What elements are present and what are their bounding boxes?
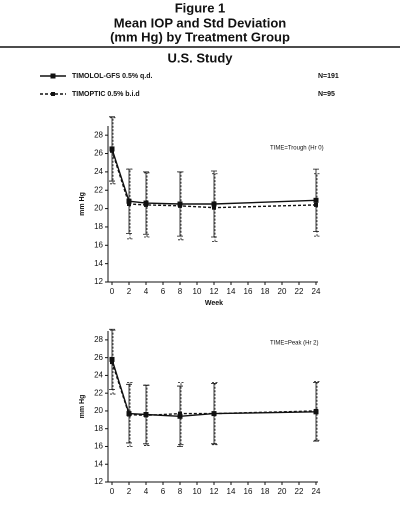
x-tick-label: 10 bbox=[193, 487, 202, 496]
x-tick-label: 22 bbox=[295, 287, 304, 296]
marker bbox=[212, 411, 216, 416]
y-tick-label: 24 bbox=[94, 167, 103, 176]
error-bar bbox=[314, 173, 320, 237]
figure-number: Figure 1 bbox=[175, 0, 226, 15]
y-tick-label: 22 bbox=[94, 185, 103, 194]
series-line bbox=[111, 150, 317, 209]
marker bbox=[109, 356, 115, 362]
error-bar bbox=[178, 382, 184, 446]
y-tick-label: 28 bbox=[94, 130, 103, 139]
x-tick-label: 12 bbox=[210, 287, 219, 296]
x-tick-label: 16 bbox=[244, 287, 253, 296]
x-tick-label: 24 bbox=[312, 487, 321, 496]
marker bbox=[212, 205, 216, 210]
marker bbox=[110, 360, 114, 365]
marker bbox=[126, 198, 132, 204]
y-tick-label: 20 bbox=[94, 406, 103, 415]
x-tick-label: 18 bbox=[261, 487, 270, 496]
marker bbox=[314, 202, 318, 207]
x-tick-label: 14 bbox=[227, 487, 236, 496]
x-tick-label: 10 bbox=[193, 287, 202, 296]
y-tick-label: 14 bbox=[94, 259, 103, 268]
x-tick-label: 20 bbox=[278, 287, 287, 296]
marker bbox=[314, 408, 318, 413]
marker bbox=[211, 201, 217, 207]
annotation: TIME=Peak (Hr 2) bbox=[270, 341, 319, 347]
x-tick-label: 16 bbox=[244, 487, 253, 496]
y-tick-label: 24 bbox=[94, 371, 103, 380]
annotation: TIME=Trough (Hr 0) bbox=[270, 146, 324, 152]
marker bbox=[127, 202, 131, 206]
x-tick-label: 8 bbox=[178, 487, 183, 496]
y-axis-label: mm Hg bbox=[79, 192, 86, 216]
marker bbox=[110, 148, 114, 153]
y-tick-label: 12 bbox=[94, 477, 103, 486]
study-title: U.S. Study bbox=[167, 50, 233, 65]
x-tick-label: 20 bbox=[278, 487, 287, 496]
y-tick-label: 20 bbox=[94, 204, 103, 213]
x-tick-label: 2 bbox=[127, 287, 132, 296]
y-tick-label: 16 bbox=[94, 240, 103, 249]
y-tick-label: 22 bbox=[94, 388, 103, 397]
x-tick-label: 8 bbox=[178, 287, 183, 296]
x-tick-label: 6 bbox=[161, 287, 166, 296]
marker bbox=[177, 413, 183, 419]
x-tick-label: 24 bbox=[312, 287, 321, 296]
x-tick-label: 4 bbox=[144, 487, 149, 496]
legend-label: TIMOLOL-GFS 0.5% q.d. bbox=[72, 73, 153, 80]
x-tick-label: 4 bbox=[144, 287, 149, 296]
error-bar bbox=[144, 384, 150, 446]
x-tick-label: 6 bbox=[161, 487, 166, 496]
marker bbox=[178, 411, 182, 416]
x-tick-label: 14 bbox=[227, 287, 236, 296]
series-line bbox=[111, 361, 317, 417]
marker bbox=[144, 202, 148, 207]
y-tick-label: 14 bbox=[94, 459, 103, 468]
figure-title: (mm Hg) by Treatment Group bbox=[110, 29, 290, 44]
x-tick-label: 0 bbox=[110, 487, 115, 496]
x-tick-label: 2 bbox=[127, 487, 132, 496]
x-tick-label: 12 bbox=[210, 487, 219, 496]
marker bbox=[313, 197, 319, 203]
y-axis-label: mm Hg bbox=[79, 395, 86, 419]
legend-label: TIMOPTIC 0.5% b.i.d bbox=[72, 91, 140, 98]
y-tick-label: 16 bbox=[94, 442, 103, 451]
legend-marker bbox=[50, 73, 56, 79]
y-tick-label: 18 bbox=[94, 424, 103, 433]
y-tick-label: 26 bbox=[94, 353, 103, 362]
legend-marker bbox=[51, 92, 55, 96]
legend-n: N=95 bbox=[318, 91, 335, 98]
x-tick-label: 22 bbox=[295, 487, 304, 496]
series-line bbox=[111, 148, 317, 205]
x-tick-label: 18 bbox=[261, 287, 270, 296]
marker bbox=[144, 413, 148, 418]
legend-n: N=191 bbox=[318, 73, 339, 80]
y-tick-label: 26 bbox=[94, 149, 103, 158]
error-bar bbox=[178, 171, 184, 241]
x-tick-label: 0 bbox=[110, 287, 115, 296]
y-tick-label: 18 bbox=[94, 222, 103, 231]
figure-title: Mean IOP and Std Deviation bbox=[114, 15, 286, 30]
error-bar bbox=[212, 173, 218, 243]
y-tick-label: 12 bbox=[94, 277, 103, 286]
marker bbox=[178, 203, 182, 208]
marker bbox=[127, 412, 131, 417]
error-bar bbox=[212, 382, 218, 446]
x-axis-label: Week bbox=[205, 300, 223, 307]
y-tick-label: 28 bbox=[94, 335, 103, 344]
error-bar bbox=[127, 168, 133, 240]
